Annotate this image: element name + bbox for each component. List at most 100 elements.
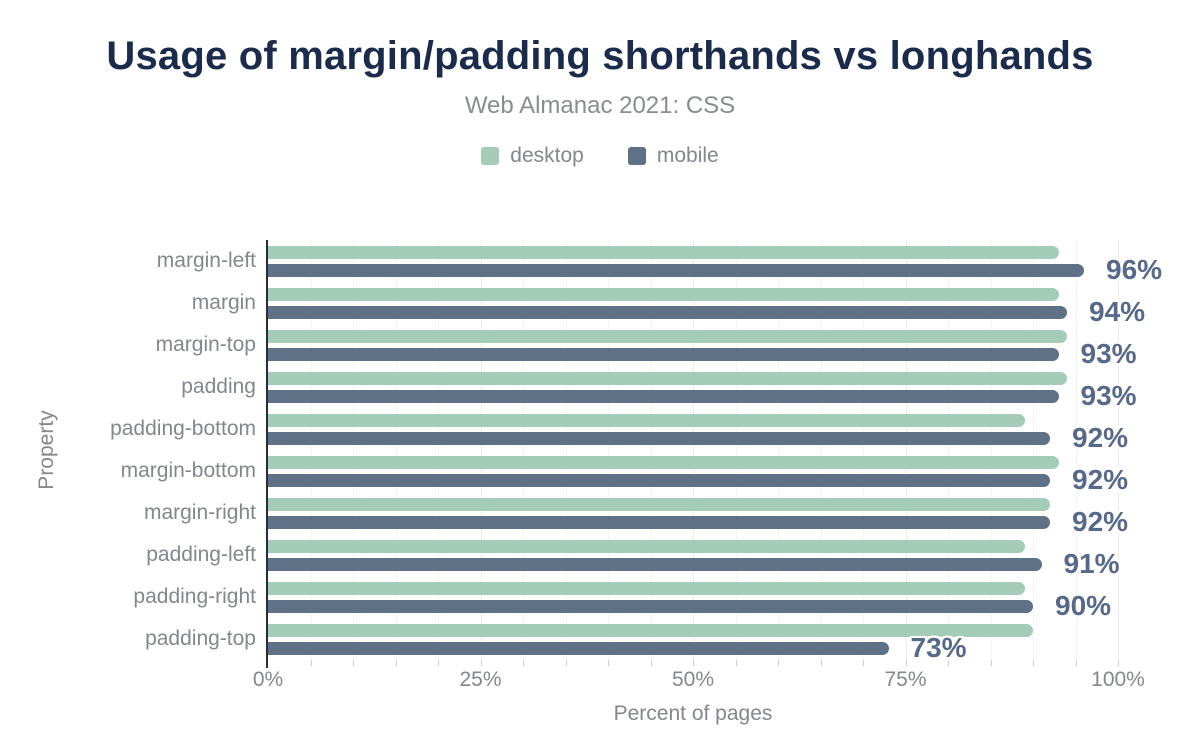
gridline bbox=[310, 240, 312, 660]
axis-tick bbox=[438, 660, 439, 666]
gridline bbox=[438, 240, 439, 660]
bar-mobile-margin-left[interactable] bbox=[268, 263, 1084, 277]
bar-desktop-margin-right[interactable] bbox=[268, 497, 1050, 511]
bar-value-label: 93% bbox=[1080, 380, 1137, 411]
axis-tick bbox=[778, 660, 779, 666]
legend-item-mobile[interactable]: mobile bbox=[627, 144, 719, 168]
axis-tick bbox=[820, 660, 822, 666]
x-tick-label: 75% bbox=[884, 668, 927, 691]
category-label: margin bbox=[191, 291, 256, 314]
bar-value-label: 93% bbox=[1080, 338, 1137, 369]
x-tick-label: 25% bbox=[459, 668, 502, 691]
chart-row-padding-bottom: padding-bottom 92% bbox=[110, 408, 1128, 453]
axis-tick bbox=[480, 660, 482, 666]
gridline bbox=[948, 240, 949, 660]
bar-desktop-padding-right[interactable] bbox=[268, 581, 1025, 595]
bar-value-label: 73% bbox=[910, 632, 967, 663]
bar-mobile-padding-bottom[interactable] bbox=[268, 431, 1050, 445]
gridline bbox=[395, 240, 397, 660]
chart-row-margin: margin 94% bbox=[192, 282, 1145, 327]
chart-row-margin-top: margin-top 93% bbox=[156, 324, 1137, 369]
gridline bbox=[480, 240, 482, 660]
gridline bbox=[650, 240, 652, 660]
axis-tick bbox=[608, 660, 609, 666]
bar-value-label: 96% bbox=[1106, 254, 1163, 285]
bar-value-label: 92% bbox=[1072, 506, 1129, 537]
gridline bbox=[863, 240, 864, 660]
axis-tick bbox=[523, 660, 524, 666]
bar-mobile-padding[interactable] bbox=[268, 389, 1059, 403]
bar-desktop-margin[interactable] bbox=[268, 287, 1059, 301]
category-label: margin-right bbox=[143, 501, 256, 524]
axis-tick bbox=[650, 660, 652, 666]
gridline bbox=[1033, 240, 1034, 660]
axis-tick bbox=[693, 660, 694, 666]
category-label: margin-bottom bbox=[120, 459, 256, 482]
legend: desktop mobile bbox=[0, 144, 1200, 168]
gridline bbox=[1075, 240, 1077, 660]
chart-row-padding-top: padding-top 73% bbox=[145, 618, 1118, 663]
x-tick-label: 50% bbox=[671, 668, 715, 691]
bar-mobile-padding-left[interactable] bbox=[268, 557, 1042, 571]
gridline bbox=[523, 240, 524, 660]
legend-label: mobile bbox=[656, 144, 719, 167]
bar-value-label: 94% bbox=[1089, 296, 1146, 327]
bar-mobile-margin-bottom[interactable] bbox=[268, 473, 1050, 487]
bar-value-label: 92% bbox=[1072, 422, 1129, 453]
gridline bbox=[820, 240, 822, 660]
gridline bbox=[608, 240, 609, 660]
bar-desktop-padding-bottom[interactable] bbox=[268, 413, 1025, 427]
axis-tick bbox=[395, 660, 397, 666]
gridlines-layer bbox=[266, 240, 1119, 668]
category-label: padding bbox=[181, 375, 256, 398]
bar-mobile-margin-top[interactable] bbox=[268, 347, 1059, 361]
bar-value-label: 90% bbox=[1055, 590, 1112, 621]
gridline bbox=[353, 240, 354, 660]
x-axis-ticks: 0% 25% 50% 75% 100% bbox=[253, 668, 1145, 694]
axis-tick bbox=[1075, 660, 1077, 666]
y-axis-title: Property bbox=[35, 410, 58, 490]
chart-row-margin-right: margin-right 92% bbox=[144, 492, 1128, 537]
bar-mobile-margin-right[interactable] bbox=[268, 515, 1050, 529]
chart-title: Usage of margin/padding shorthands vs lo… bbox=[106, 34, 1094, 78]
x-tick-label: 0% bbox=[252, 668, 284, 691]
bar-desktop-padding[interactable] bbox=[268, 371, 1067, 385]
bar-mobile-padding-right[interactable] bbox=[268, 599, 1033, 613]
axis-tick bbox=[905, 660, 907, 666]
axis-tick-zero bbox=[266, 660, 268, 668]
axis-tick bbox=[735, 660, 737, 666]
bar-value-label: 92% bbox=[1072, 464, 1129, 495]
gridline bbox=[1118, 240, 1119, 660]
chart-subtitle: Web Almanac 2021: CSS bbox=[464, 92, 736, 119]
chart-row-padding-right: padding-right 90% bbox=[133, 576, 1118, 621]
bar-mobile-margin[interactable] bbox=[268, 305, 1067, 319]
gridline bbox=[735, 240, 737, 660]
gridline bbox=[990, 240, 992, 660]
chart-rows: margin-left 96% margin 94% margin-top 93% padd… bbox=[110, 240, 1162, 663]
bar-desktop-margin-left[interactable] bbox=[268, 245, 1059, 259]
gridline bbox=[905, 240, 907, 660]
legend-item-desktop[interactable]: desktop bbox=[481, 144, 584, 168]
bar-desktop-padding-top[interactable] bbox=[268, 623, 1033, 637]
bar-desktop-padding-left[interactable] bbox=[268, 539, 1025, 553]
category-label: padding-top bbox=[145, 627, 256, 650]
legend-swatch-icon bbox=[627, 147, 646, 165]
axis-tick bbox=[310, 660, 312, 666]
bar-desktop-margin-bottom[interactable] bbox=[268, 455, 1059, 469]
axis-tick bbox=[353, 660, 354, 666]
bar-desktop-margin-top[interactable] bbox=[268, 329, 1067, 343]
gridline bbox=[565, 240, 567, 660]
category-label: padding-right bbox=[133, 585, 256, 608]
chart-row-padding-left: padding-left 91% bbox=[146, 534, 1120, 579]
axis-tick bbox=[990, 660, 992, 666]
category-label: margin-left bbox=[156, 249, 256, 272]
x-tick-label: 100% bbox=[1091, 668, 1145, 691]
category-label: padding-left bbox=[146, 543, 256, 566]
category-label: padding-bottom bbox=[110, 417, 256, 440]
bar-value-label: 91% bbox=[1063, 548, 1120, 579]
axis-tick bbox=[948, 660, 949, 666]
axis-tick bbox=[565, 660, 567, 666]
axis-tick bbox=[1118, 660, 1119, 666]
bar-mobile-padding-top[interactable] bbox=[268, 641, 889, 655]
